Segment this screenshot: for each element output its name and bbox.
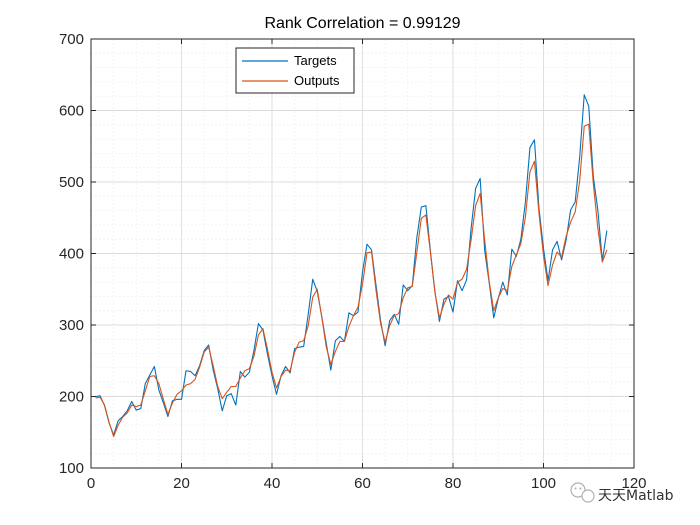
y-tick-label: 200: [59, 389, 84, 406]
wechat-logo-icon: [570, 482, 595, 503]
x-tick-label: 20: [173, 475, 190, 492]
watermark: 天天Matlab: [570, 482, 674, 504]
y-tick-label: 300: [59, 317, 84, 334]
chart-title: Rank Correlation = 0.99129: [264, 15, 460, 32]
legend-label-targets: Targets: [294, 53, 337, 68]
x-tick-label: 0: [87, 475, 95, 492]
y-tick-label: 500: [59, 174, 84, 191]
watermark-text: 天天Matlab: [598, 488, 674, 504]
series-line-targets: [95, 94, 608, 436]
axis-ticks: [90, 38, 635, 469]
legend: Targets Outputs: [235, 47, 355, 94]
legend-box: [235, 47, 355, 94]
y-tick-label: 600: [59, 103, 84, 120]
x-tick-label: 100: [531, 475, 556, 492]
x-tick-label: 40: [264, 475, 281, 492]
legend-label-outputs: Outputs: [294, 73, 340, 88]
y-tick-labels: 100 200 300 400 500 600 700: [59, 31, 84, 477]
x-tick-labels: 0 20 40 60 80 100 120: [87, 475, 647, 492]
series-line-outputs: [95, 123, 608, 438]
x-tick-label: 60: [354, 475, 371, 492]
y-tick-label: 400: [59, 246, 84, 263]
x-tick-label: 80: [445, 475, 462, 492]
series-lines: [95, 94, 608, 438]
y-tick-label: 100: [59, 460, 84, 477]
y-tick-label: 700: [59, 31, 84, 48]
x-tick-label: 120: [621, 475, 646, 492]
